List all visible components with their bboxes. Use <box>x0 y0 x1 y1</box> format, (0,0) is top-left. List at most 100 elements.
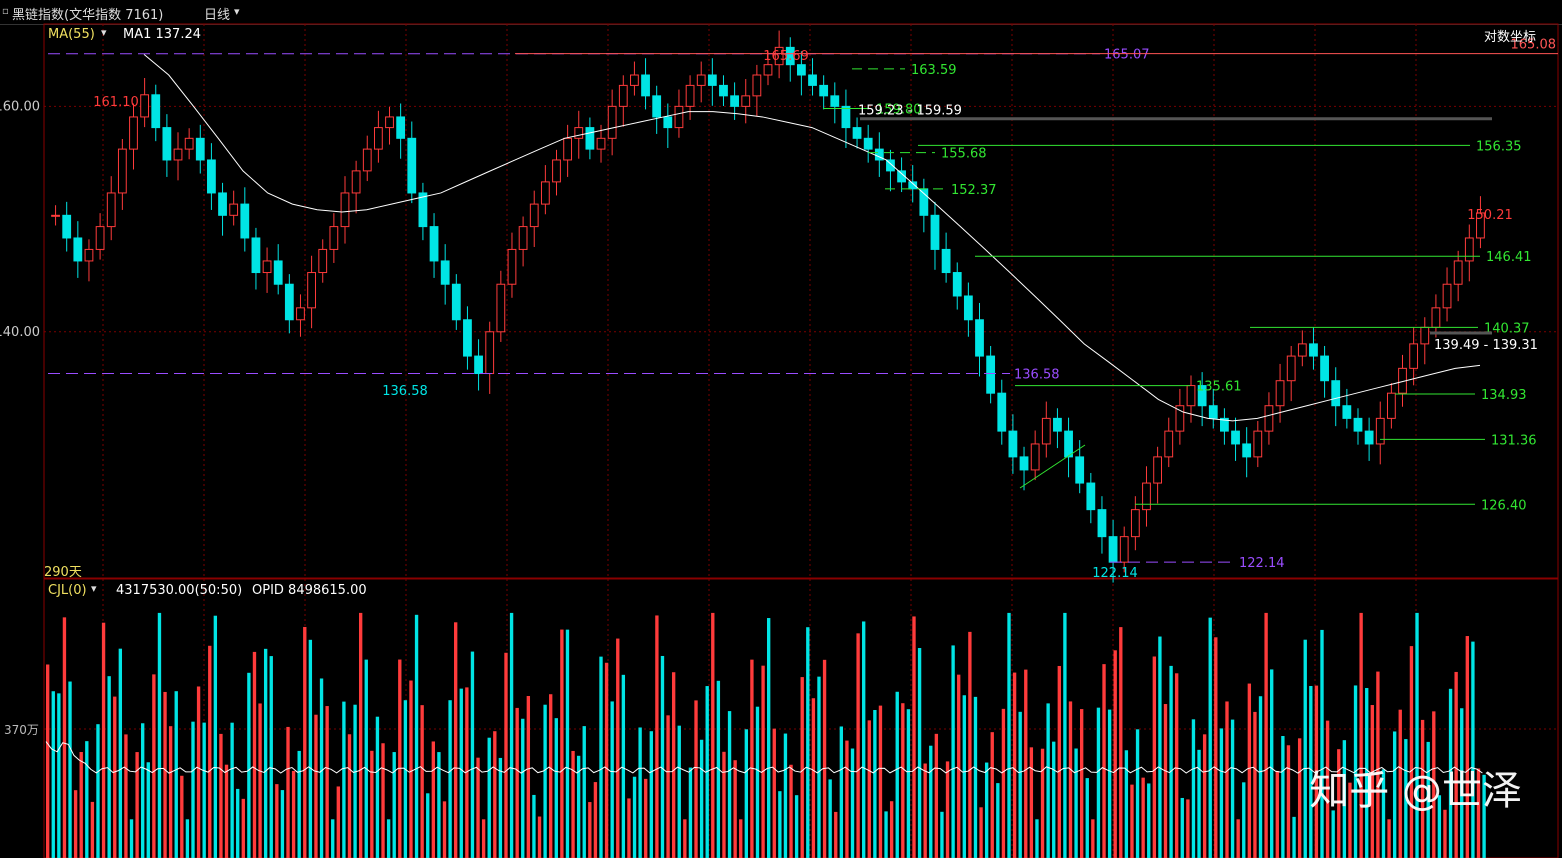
volume-bar <box>1236 819 1240 858</box>
volume-bar <box>1404 739 1408 858</box>
volume-bar <box>1387 819 1391 858</box>
menu-icon[interactable]: ▫ <box>2 6 9 17</box>
candle-body <box>151 94 161 129</box>
axis-marker-label: 165.08 <box>1511 38 1557 53</box>
candle-body <box>585 127 595 150</box>
volume-bar <box>794 795 799 858</box>
volume-bar <box>1130 784 1134 858</box>
volume-bar <box>515 707 519 858</box>
candle-body <box>696 74 706 86</box>
volume-bar <box>202 722 206 858</box>
volume-bar <box>409 680 413 858</box>
volume-bar <box>1012 672 1017 858</box>
volume-bar <box>1376 671 1380 858</box>
candle-body <box>162 127 172 161</box>
chevron-down-icon[interactable]: ▾ <box>234 5 240 18</box>
ma-indicator-name[interactable]: MA(55) <box>48 27 95 42</box>
volume-bar <box>1476 768 1481 858</box>
candle-body <box>1231 430 1240 445</box>
volume-bar <box>386 819 391 858</box>
low-label: 122.14 <box>1092 566 1138 581</box>
log-scale-toggle[interactable]: 对数坐标 <box>1484 30 1537 45</box>
volume-bar <box>1454 671 1458 858</box>
range-label: 159.23 - 159.59 <box>858 104 962 119</box>
volume-indicator-name[interactable]: CJL(0) <box>48 583 87 598</box>
volume-bar <box>845 740 849 858</box>
volume-bar <box>755 706 760 858</box>
support-level-label: 152.37 <box>951 183 997 198</box>
dashed-level-label: 122.14 <box>1239 556 1285 571</box>
candle-body <box>218 192 227 216</box>
candle-body <box>1331 380 1341 407</box>
instrument-title[interactable]: 黑链指数(文华指数 7161) <box>12 8 164 23</box>
volume-bar <box>1320 629 1324 858</box>
candle-body <box>407 137 417 194</box>
candle-body <box>429 226 439 262</box>
volume-bar <box>241 798 245 858</box>
candle-body <box>641 74 650 97</box>
candle-body <box>975 319 984 357</box>
candle-body <box>1108 536 1118 563</box>
volume-bar <box>263 648 268 858</box>
volume-bar <box>1264 612 1268 858</box>
volume-bar <box>459 688 463 858</box>
period-selector[interactable]: 日线 <box>204 8 231 23</box>
candle-body <box>808 74 817 86</box>
volume-bar <box>1208 617 1212 858</box>
candle-body <box>440 260 450 285</box>
volume-bar <box>57 693 61 858</box>
price-panel-frame <box>43 23 1559 579</box>
volume-bar <box>353 704 357 858</box>
candle-body <box>195 137 205 161</box>
chevron-down-icon[interactable]: ▾ <box>91 582 97 595</box>
volume-bar <box>582 726 586 858</box>
candle-body <box>373 127 383 150</box>
candle-body <box>1186 385 1196 407</box>
volume-bar <box>1147 783 1151 858</box>
volume-bar <box>152 674 156 858</box>
volume-average-line <box>45 741 1483 774</box>
candle-body <box>396 116 406 139</box>
candle-body <box>106 192 116 228</box>
volume-bar <box>1219 728 1224 858</box>
candle-body <box>886 159 895 172</box>
volume-bar <box>1432 711 1436 858</box>
volume-bar <box>403 700 408 858</box>
volume-bar <box>962 695 966 858</box>
volume-bar <box>940 811 944 858</box>
candle-body <box>941 248 951 274</box>
volume-bar <box>800 677 804 858</box>
chevron-down-icon[interactable]: ▾ <box>101 26 107 39</box>
volume-axis-tick: 370万 <box>4 723 39 737</box>
volume-bar <box>90 801 95 858</box>
candle-body <box>318 248 328 274</box>
volume-bar <box>381 743 385 858</box>
volume-bar <box>839 726 844 858</box>
volume-bar <box>789 764 793 858</box>
candle-body <box>663 116 673 129</box>
volume-bar <box>1337 749 1341 858</box>
volume-bar <box>778 791 782 858</box>
candle-body <box>785 46 795 66</box>
candle-body <box>418 192 428 228</box>
candle-body <box>986 355 996 394</box>
volume-bar <box>224 764 229 858</box>
volume-bar <box>1342 740 1347 858</box>
candle-body <box>1119 536 1129 563</box>
volume-bar <box>526 696 531 858</box>
volume-bar <box>62 617 67 858</box>
volume-bar <box>426 793 430 858</box>
volume-bar <box>1096 707 1101 858</box>
candle-body <box>463 319 472 357</box>
volume-bar <box>308 639 313 858</box>
candle-body <box>1197 385 1207 407</box>
volume-bar <box>1107 709 1112 858</box>
volume-bar <box>1415 612 1419 858</box>
candle-body <box>1208 405 1218 419</box>
volume-bar <box>901 703 905 858</box>
volume-bar <box>537 816 542 858</box>
support-level-label: 134.93 <box>1481 388 1527 403</box>
candle-body <box>819 84 829 97</box>
opid-value: OPID 8498615.00 <box>252 583 367 598</box>
